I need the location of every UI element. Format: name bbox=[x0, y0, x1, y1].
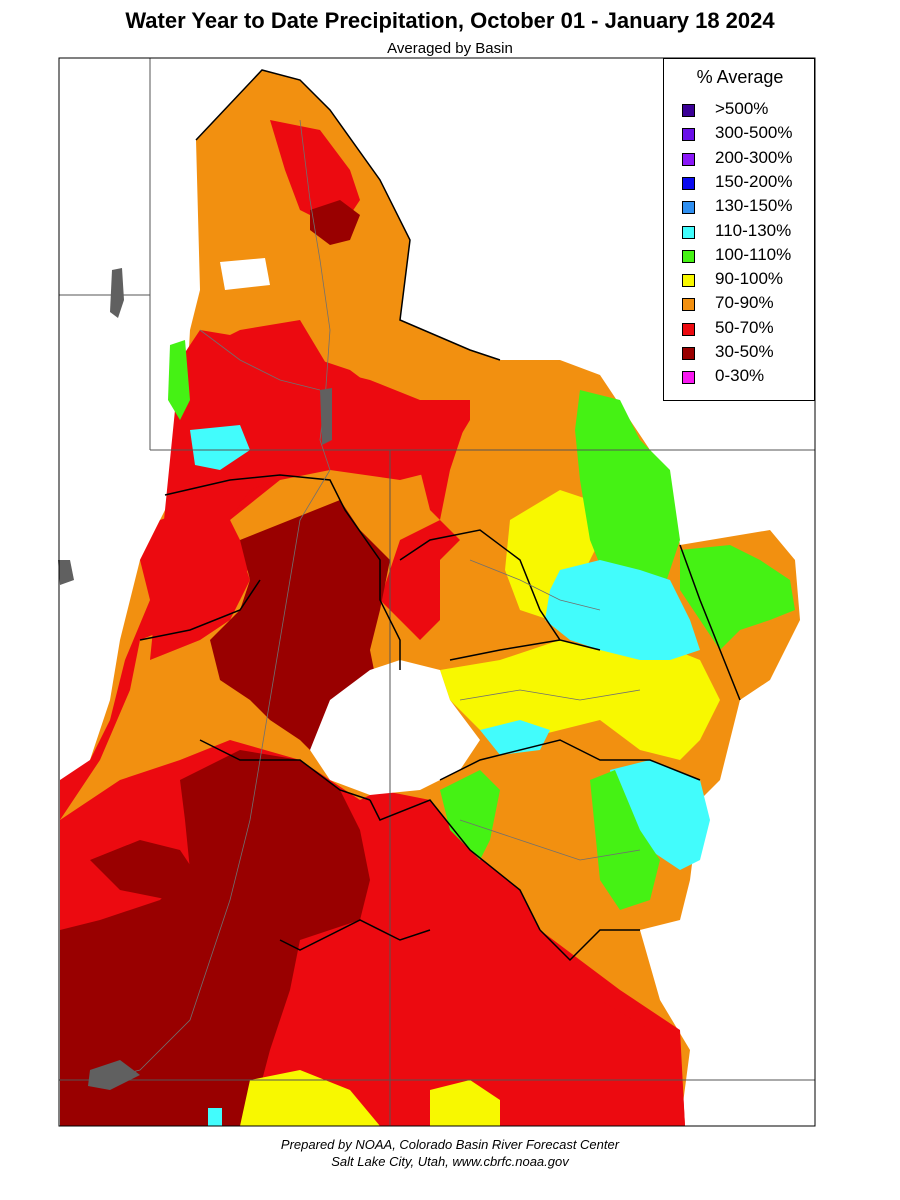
legend-swatch bbox=[682, 249, 695, 263]
legend-label: 30-50% bbox=[715, 342, 774, 361]
region-green-se2 bbox=[590, 770, 660, 910]
credit-line-2: Salt Lake City, Utah, www.cbrfc.noaa.gov bbox=[331, 1154, 569, 1169]
legend-title: % Average bbox=[696, 67, 784, 87]
legend-item: 30-50% bbox=[682, 342, 814, 366]
legend-swatch bbox=[682, 274, 695, 288]
legend-item: 100-110% bbox=[682, 244, 814, 269]
legend-swatch bbox=[682, 298, 695, 312]
legend-swatch bbox=[682, 347, 695, 360]
legend-item: 110-130% bbox=[682, 220, 814, 245]
legend-swatch bbox=[682, 322, 695, 336]
region-darkred-south bbox=[60, 750, 370, 1126]
region-red-southeast bbox=[430, 930, 685, 1126]
credit-line-1: Prepared by NOAA, Colorado Basin River F… bbox=[280, 1137, 620, 1152]
legend-item: 200-300% bbox=[682, 147, 814, 172]
legend-label: 150-200% bbox=[715, 171, 793, 191]
region-cyan-sw bbox=[208, 1108, 222, 1126]
map-frame bbox=[58, 57, 816, 1127]
legend-label: >500% bbox=[715, 99, 769, 118]
region-green-east bbox=[575, 390, 680, 610]
legend-label: 300-500% bbox=[715, 123, 793, 143]
legend-item: >500% bbox=[682, 99, 814, 123]
legend-item: 150-200% bbox=[682, 171, 814, 196]
region-green-west bbox=[168, 340, 190, 420]
map-title: Water Year to Date Precipitation, Octobe… bbox=[125, 8, 775, 33]
legend-item: 50-70% bbox=[682, 317, 814, 342]
legend-item: 90-100% bbox=[682, 269, 814, 293]
region-white-center bbox=[310, 660, 480, 795]
region-white-north bbox=[220, 258, 270, 290]
map-subtitle: Averaged by Basin bbox=[387, 40, 513, 57]
legend-swatch bbox=[682, 152, 695, 166]
region-darkred-north bbox=[310, 200, 360, 245]
legend-label: 100-110% bbox=[715, 244, 792, 264]
region-cyan-southeast bbox=[610, 760, 710, 870]
legend-label: 110-130% bbox=[715, 220, 792, 240]
basin-outlines bbox=[139, 69, 741, 962]
rivers bbox=[99, 119, 641, 1081]
legend-label: 130-150% bbox=[715, 196, 793, 216]
legend-label: 50-70% bbox=[715, 317, 774, 337]
legend-item: 0-30% bbox=[682, 366, 814, 390]
legend-label: 90-100% bbox=[715, 269, 784, 289]
region-cyan-west bbox=[190, 425, 250, 470]
region-yellow-s bbox=[430, 1080, 500, 1126]
legend-item: 70-90% bbox=[682, 293, 814, 317]
region-yellow-sw bbox=[240, 1070, 380, 1126]
legend-item: 130-150% bbox=[682, 196, 814, 220]
legend-label: 70-90% bbox=[715, 293, 774, 313]
legend-label: 0-30% bbox=[715, 366, 765, 386]
region-green-southeast bbox=[440, 770, 500, 860]
legend: % Average >500% 300-500% 200-300% 150-200% 1… bbox=[663, 58, 815, 401]
region-cyan-east bbox=[545, 560, 700, 660]
legend-item: 300-500% bbox=[682, 123, 814, 147]
legend-swatch bbox=[682, 128, 695, 142]
region-darkred-west bbox=[90, 840, 200, 900]
legend-swatch bbox=[682, 225, 695, 239]
legend-swatch bbox=[682, 201, 695, 215]
legend-swatch bbox=[682, 371, 695, 385]
legend-label: 200-300% bbox=[715, 147, 793, 167]
region-yellow-mid bbox=[505, 490, 600, 620]
legend-swatch bbox=[682, 176, 695, 190]
map-regions bbox=[60, 70, 800, 1126]
legend-swatch bbox=[682, 104, 695, 117]
state-boundaries bbox=[59, 58, 815, 1126]
lakes bbox=[58, 268, 332, 1090]
